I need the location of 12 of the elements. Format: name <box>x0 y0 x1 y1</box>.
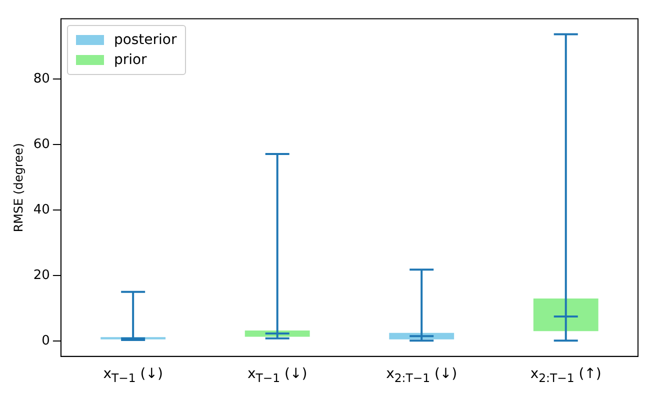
legend-label: prior <box>114 50 147 70</box>
y-tick-label: 60 <box>33 136 50 152</box>
y-tick-label: 80 <box>33 71 50 86</box>
x-tick-label: x$_{2:T−1}$ (↑) <box>530 366 602 386</box>
y-tick-label: 40 <box>33 202 50 218</box>
y-axis-title: RMSE (degree) <box>11 143 26 232</box>
x-tick-label: x$_{2:T−1}$ (↓) <box>386 366 458 386</box>
y-tick-label: 20 <box>33 268 50 283</box>
y-tick-label: 0 <box>42 333 50 348</box>
x-tick-label: x$_{T−1}$ (↓) <box>247 366 308 386</box>
x-tick-label: x$_{T−1}$ (↓) <box>103 366 163 386</box>
legend-label: posterior <box>114 30 177 50</box>
